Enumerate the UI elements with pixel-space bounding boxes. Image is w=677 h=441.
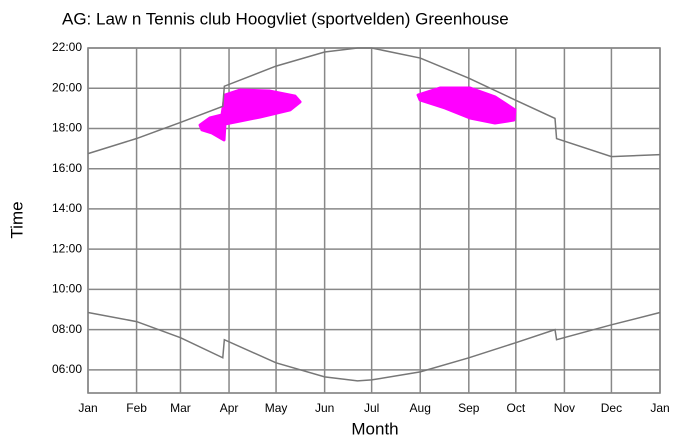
y-tick-label: 08:00 [52, 322, 82, 336]
y-tick-label: 18:00 [52, 121, 82, 135]
x-tick-label: Jun [315, 401, 334, 415]
plot-frame [87, 47, 661, 394]
y-tick-label: 14:00 [52, 201, 82, 215]
glare-region [198, 88, 302, 142]
y-tick-label: 20:00 [52, 80, 82, 94]
line-series [87, 311, 661, 382]
x-tick-label: Jan [78, 401, 97, 415]
glare-region [416, 86, 517, 125]
y-tick-label: 10:00 [52, 282, 82, 296]
chart-title: AG: Law n Tennis club Hoogvliet (sportve… [62, 9, 509, 28]
y-axis-label: Time [7, 201, 26, 238]
y-tick-label: 16:00 [52, 161, 82, 175]
x-tick-label: Mar [170, 401, 191, 415]
x-tick-label: Jul [364, 401, 379, 415]
x-tick-label: Feb [126, 401, 147, 415]
x-axis-label: Month [351, 419, 398, 438]
line-series [87, 47, 661, 158]
x-tick-label: Sep [458, 401, 480, 415]
x-tick-label: Oct [506, 401, 525, 415]
x-tick-label: Aug [410, 401, 431, 415]
y-tick-label: 22:00 [52, 40, 82, 54]
x-tick-label: Apr [220, 401, 239, 415]
x-tick-label: May [265, 401, 288, 415]
x-tick-label: Jan [650, 401, 669, 415]
y-tick-label: 06:00 [52, 362, 82, 376]
y-tick-label: 12:00 [52, 241, 82, 255]
x-tick-label: Nov [554, 401, 575, 415]
x-tick-label: Dec [601, 401, 622, 415]
